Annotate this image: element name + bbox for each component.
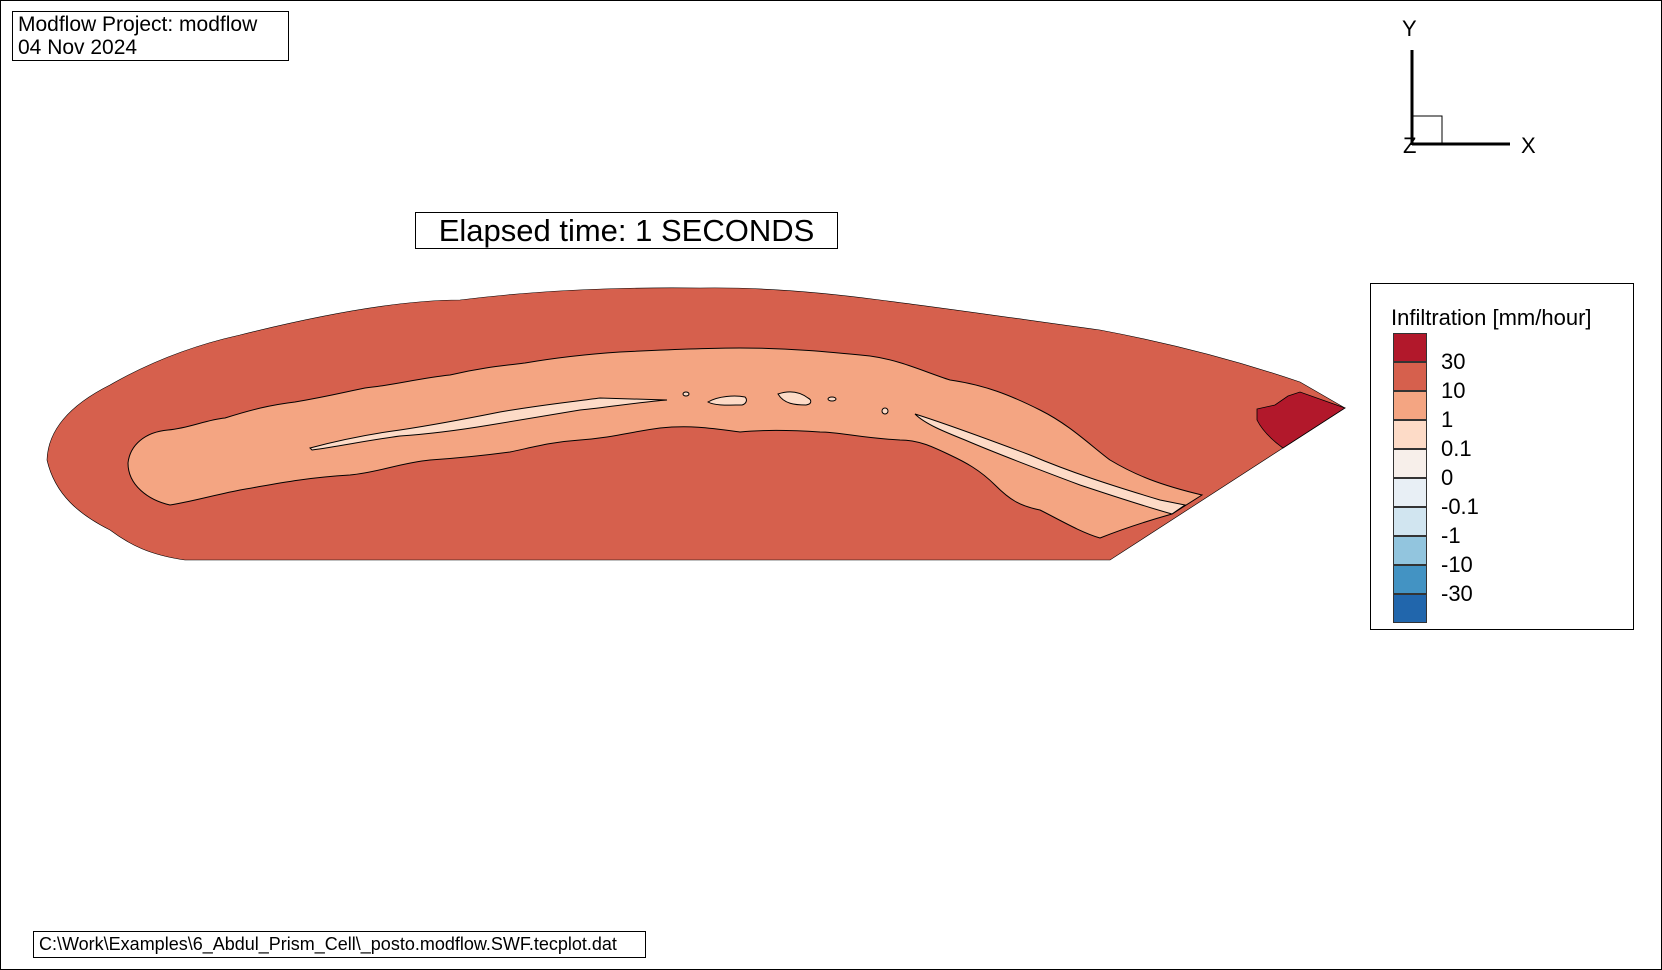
legend-label: 0 <box>1441 465 1454 490</box>
legend-label: 0.1 <box>1441 436 1472 461</box>
y-axis-label: Y <box>1402 16 1417 41</box>
contour-band-30 <box>1256 391 1346 449</box>
legend-label: -0.1 <box>1441 494 1479 519</box>
legend-swatch <box>1393 449 1427 478</box>
legend-swatch <box>1393 565 1427 594</box>
legend-label: -30 <box>1441 581 1473 606</box>
legend-label: -10 <box>1441 552 1473 577</box>
legend-label: -1 <box>1441 523 1461 548</box>
file-path-label: C:\Work\Examples\6_Abdul_Prism_Cell\_pos… <box>33 931 646 958</box>
legend-swatch <box>1393 391 1427 420</box>
z-axis-label: Z <box>1403 133 1416 158</box>
legend-label: 30 <box>1441 349 1466 374</box>
legend-label: 1 <box>1441 407 1454 432</box>
legend-swatch <box>1393 478 1427 507</box>
x-axis-label: X <box>1521 133 1536 158</box>
contour-island-5 <box>881 407 889 415</box>
project-date: 04 Nov 2024 <box>18 36 138 59</box>
legend-swatch <box>1393 536 1427 565</box>
infiltration-legend: Infiltration [mm/hour] 30 10 1 0.1 0 -0.1 -1 -1… <box>1370 283 1634 630</box>
contour-island-3 <box>682 391 690 397</box>
legend-swatch <box>1393 333 1427 362</box>
legend-swatch <box>1393 362 1427 391</box>
legend-swatch <box>1393 507 1427 536</box>
elapsed-time-label: Elapsed time: 1 SECONDS <box>415 212 838 249</box>
contour-island-4 <box>827 396 837 402</box>
legend-label: 10 <box>1441 378 1466 403</box>
legend-swatch <box>1393 420 1427 449</box>
legend-title: Infiltration [mm/hour] <box>1391 305 1592 330</box>
z-axis-box <box>1412 115 1443 145</box>
contour-band-0.1-east <box>914 413 1187 515</box>
project-title: Modflow Project: modflow <box>18 13 258 36</box>
contour-island-2 <box>777 391 812 406</box>
contour-band-0.1-west <box>309 397 668 451</box>
contour-island-1 <box>707 395 747 406</box>
legend-swatch <box>1393 594 1427 623</box>
contour-band-1 <box>127 347 1204 539</box>
project-header: Modflow Project: modflow 04 Nov 2024 <box>12 11 289 61</box>
